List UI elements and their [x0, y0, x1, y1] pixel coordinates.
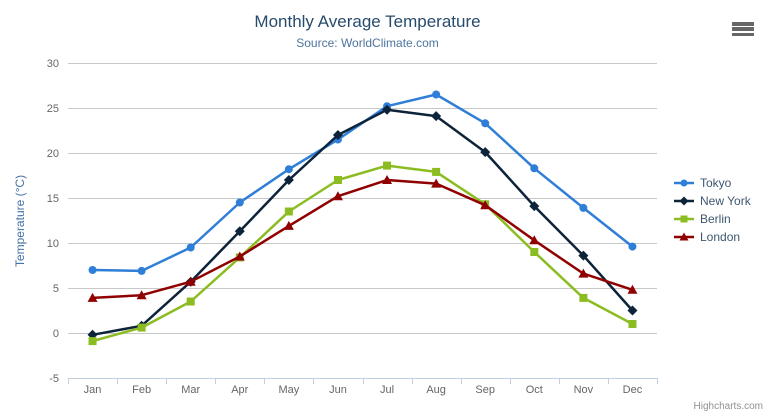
data-point	[234, 226, 245, 237]
data-point	[87, 292, 98, 302]
series-london	[87, 175, 638, 302]
y-axis-label: 5	[53, 283, 59, 295]
data-point	[332, 191, 343, 201]
legend: Tokyo New York Berlin London	[673, 174, 751, 246]
x-axis-label: May	[278, 384, 299, 396]
y-axis-label: 25	[47, 103, 59, 115]
x-axis-label: Mar	[181, 384, 200, 396]
square-marker-glyph	[680, 215, 688, 223]
data-point	[431, 111, 442, 122]
x-axis-label: Jan	[84, 384, 102, 396]
data-point	[283, 175, 294, 185]
diamond-marker-icon	[674, 196, 694, 206]
data-point	[88, 266, 97, 274]
data-point	[332, 130, 343, 140]
data-point	[382, 175, 393, 184]
legend-label: Berlin	[700, 212, 731, 226]
x-axis-label: Nov	[574, 384, 594, 396]
data-point	[382, 104, 393, 115]
data-point	[480, 147, 491, 158]
data-point	[578, 250, 589, 261]
y-axis-title: Temperature (°C)	[13, 174, 27, 268]
data-point	[136, 290, 147, 300]
series-new-york	[87, 104, 638, 340]
y-axis-label: 15	[47, 193, 59, 205]
series-line	[92, 164, 634, 343]
y-axis-label: 0	[53, 328, 59, 340]
data-point	[185, 276, 196, 286]
y-axis-label: -5	[49, 373, 59, 385]
data-point	[432, 167, 441, 176]
data-point	[284, 165, 293, 174]
data-point	[627, 284, 638, 294]
diamond-marker-glyph	[679, 196, 689, 206]
x-axis-label: Jun	[329, 384, 347, 396]
square-marker-icon	[674, 215, 694, 223]
data-point	[88, 337, 97, 346]
data-point	[529, 201, 540, 212]
data-point	[628, 242, 637, 251]
data-point	[432, 90, 441, 99]
data-point	[333, 176, 342, 184]
data-point	[383, 161, 392, 170]
series-line	[92, 93, 634, 273]
legend-label: London	[700, 230, 741, 244]
data-point	[283, 220, 294, 230]
data-point	[137, 266, 146, 275]
y-axis-label: 30	[47, 58, 59, 70]
hamburger-icon	[732, 32, 754, 36]
x-axis-label: Sep	[475, 384, 495, 396]
data-point	[235, 198, 244, 207]
data-point	[530, 164, 539, 173]
data-point	[627, 305, 638, 316]
x-axis-label: Dec	[623, 384, 643, 396]
data-point	[579, 203, 588, 212]
x-axis-label: Feb	[132, 384, 151, 396]
chart-subtitle: Source: WorldClimate.com	[296, 36, 439, 50]
data-point	[481, 119, 490, 128]
data-point	[530, 248, 539, 256]
series-tokyo	[88, 90, 637, 275]
export-menu-button[interactable]	[732, 21, 754, 37]
legend-label: New York	[700, 194, 751, 208]
data-point	[529, 235, 540, 245]
credits-link[interactable]: Highcharts.com	[693, 401, 763, 412]
legend-item-berlin[interactable]: Berlin	[673, 210, 751, 228]
legend-label: Tokyo	[700, 176, 732, 190]
circle-marker-icon	[674, 179, 694, 187]
data-point	[234, 251, 245, 261]
x-axis-label: Jul	[380, 384, 394, 396]
triangle-marker-glyph	[679, 232, 689, 241]
data-point	[186, 297, 195, 306]
hamburger-icon	[732, 22, 754, 26]
series-line	[92, 108, 634, 337]
triangle-marker-icon	[674, 232, 694, 241]
legend-item-new-york[interactable]: New York	[673, 192, 751, 210]
hamburger-icon	[732, 27, 754, 31]
x-axis-label: Oct	[526, 384, 543, 396]
data-point	[186, 243, 195, 252]
x-axis-label: Aug	[426, 384, 446, 396]
data-point	[431, 178, 442, 188]
data-point	[284, 207, 293, 216]
data-point	[628, 320, 637, 328]
circle-marker-glyph	[680, 179, 688, 187]
legend-item-london[interactable]: London	[673, 228, 751, 246]
y-axis-label: 20	[47, 148, 59, 160]
series-line	[92, 178, 633, 300]
data-point	[579, 293, 588, 302]
legend-item-tokyo[interactable]: Tokyo	[673, 174, 751, 192]
y-axis-label: 10	[47, 238, 59, 250]
data-point	[480, 200, 491, 210]
data-point	[137, 323, 146, 332]
data-point	[578, 268, 589, 278]
chart-title: Monthly Average Temperature	[254, 12, 481, 31]
x-axis-label: Apr	[231, 384, 248, 396]
